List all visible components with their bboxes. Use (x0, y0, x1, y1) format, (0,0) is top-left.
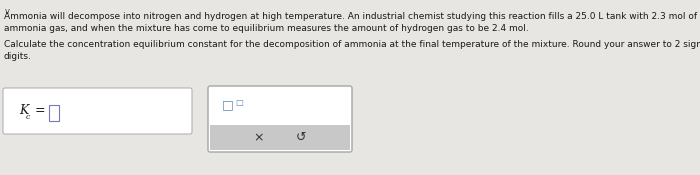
Text: digits.: digits. (4, 52, 32, 61)
FancyBboxPatch shape (49, 105, 59, 121)
Text: ↺: ↺ (295, 131, 307, 144)
Text: v: v (5, 7, 10, 16)
Text: =: = (31, 104, 46, 117)
FancyBboxPatch shape (3, 88, 192, 134)
Text: ×: × (253, 131, 265, 144)
Text: □: □ (235, 98, 243, 107)
Text: ammonia gas, and when the mixture has come to equilibrium measures the amount of: ammonia gas, and when the mixture has co… (4, 24, 528, 33)
Text: K: K (19, 104, 29, 117)
Text: □: □ (222, 98, 234, 111)
Text: Calculate the concentration equilibrium constant for the decomposition of ammoni: Calculate the concentration equilibrium … (4, 40, 700, 49)
Text: c: c (26, 113, 30, 121)
Bar (210, 125, 350, 150)
Text: Ammonia will decompose into nitrogen and hydrogen at high temperature. An indust: Ammonia will decompose into nitrogen and… (4, 12, 697, 21)
FancyBboxPatch shape (208, 86, 352, 152)
